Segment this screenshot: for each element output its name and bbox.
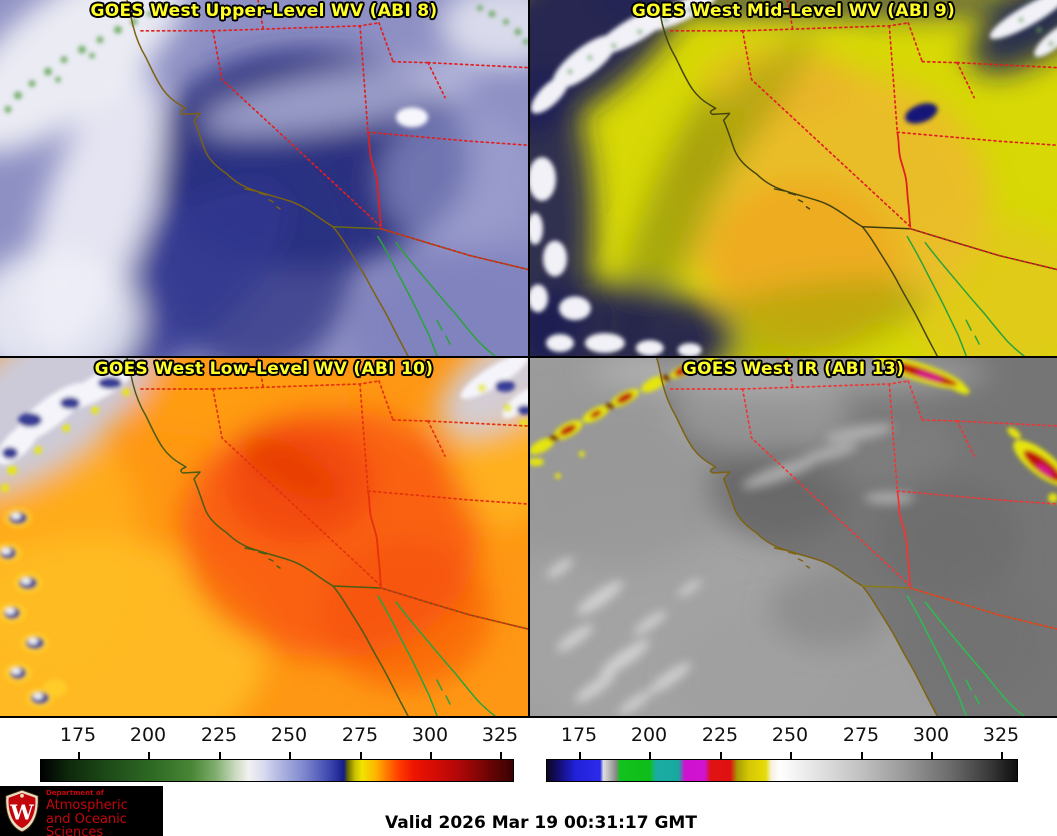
ir-tick-label: 275 [842,724,880,746]
ir-tick-label: 175 [560,724,598,746]
ir-colorbar-gradient [546,759,1018,782]
wv-tick-mark [289,752,291,759]
ir-tick-mark [931,752,933,759]
enhanced-cold-cloud-tops [530,358,1057,503]
quad-grid: GOES West Upper-Level WV (ABI 8) [0,0,1057,718]
ocean-cloud-wisps [546,423,915,716]
wv-tick-label: 175 [59,724,97,746]
ir-image [530,358,1057,716]
ir-tick-mark [579,752,581,759]
ocean-cloud-blobs [0,508,67,708]
uw-aos-logo: W Department of Atmospheric and Oceanic … [0,786,163,836]
ir-tick-label: 250 [771,724,809,746]
logo-text: Department of Atmospheric and Oceanic Sc… [46,790,163,836]
panel-upper-level-wv: GOES West Upper-Level WV (ABI 8) [0,0,528,356]
ir-tick-mark [861,752,863,759]
mid-level-wv-image [530,0,1057,356]
logo-line-atmospheric: Atmospheric [46,798,128,813]
panel-mid-level-wv: GOES West Mid-Level WV (ABI 9) [530,0,1057,356]
ir-tick-label: 300 [912,724,950,746]
ir-tick-label: 325 [982,724,1020,746]
panel-ir: GOES West IR (ABI 13) [530,358,1057,716]
footer: 175 200 225 250 275 300 325 175 200 225 … [0,718,1057,836]
valid-timestamp: Valid 2026 Mar 19 00:31:17 GMT [385,813,697,833]
wv-tick-mark [148,752,150,759]
ir-tick-mark [649,752,651,759]
wv-tick-mark [219,752,221,759]
wv-tick-label: 200 [129,724,167,746]
uw-crest-icon: W [5,789,39,833]
wv-tick-mark [360,752,362,759]
ir-tick-label: 225 [701,724,739,746]
ir-tick-mark [1001,752,1003,759]
wv-tick-label: 225 [200,724,238,746]
wv-tick-mark [500,752,502,759]
wv-tick-label: 275 [341,724,379,746]
wv-tick-mark [430,752,432,759]
logo-line-oceanic: and Oceanic Sciences [46,812,127,836]
low-level-wv-image [0,358,528,716]
svg-text:W: W [9,800,34,825]
colorbar-wv: 175 200 225 250 275 300 325 [40,718,518,784]
ir-tick-mark [790,752,792,759]
colorbar-ir: 175 200 225 250 275 300 325 [546,718,1020,784]
logo-line-dept: Department of [46,789,104,797]
wv-tick-label: 250 [270,724,308,746]
wv-colorbar-gradient [40,759,514,782]
panel-low-level-wv: GOES West Low-Level WV (ABI 10) [0,358,528,716]
ir-tick-mark [720,752,722,759]
ir-tick-label: 200 [630,724,668,746]
wv-tick-label: 325 [481,724,519,746]
wv-tick-mark [78,752,80,759]
upper-level-wv-image [0,0,528,356]
wv-tick-label: 300 [411,724,449,746]
